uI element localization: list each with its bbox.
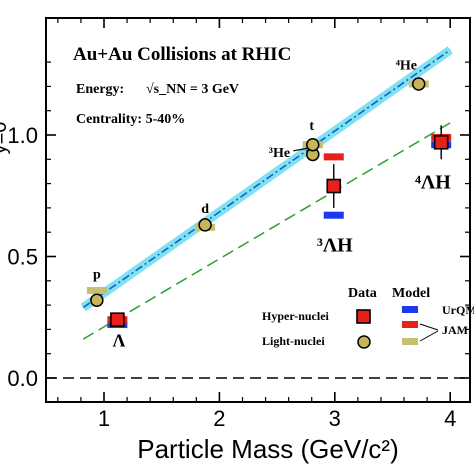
light-nuclei-point <box>411 77 426 91</box>
axis-ticks: 1 2 3 4 0.0 0.5 1.0 <box>7 18 470 431</box>
label-d: d <box>201 202 209 217</box>
y-tick-label: 0.0 <box>7 366 38 391</box>
energy-label: Energy: <box>76 82 124 97</box>
hyper-nuclei-point <box>110 312 125 327</box>
x-axis-label: Particle Mass (GeV/c²) <box>137 434 399 464</box>
chart-texts: Particle Mass (GeV/c²) y=0 Au+Au Collision… <box>0 44 451 464</box>
hyper-nuclei-point <box>433 134 449 150</box>
plot-frame <box>45 17 471 403</box>
legend-jam-red-swatch <box>402 321 418 328</box>
y-tick-label: 1.0 <box>7 123 38 148</box>
fit-light-line <box>82 49 451 309</box>
label-4lh: ⁴ΛH <box>415 171 451 193</box>
label-lambda: Λ <box>113 330 126 350</box>
x-tick-label: 4 <box>444 406 456 431</box>
y-axis-label: y=0 <box>0 122 11 155</box>
light-nuclei-point <box>90 293 104 307</box>
legend: Data Model Hyper-nuclei Light-nuclei UrQM JAM <box>262 286 474 349</box>
legend-light-marker <box>357 335 371 349</box>
x-tick-label: 1 <box>98 406 110 431</box>
legend-urqmd-swatch <box>402 306 418 313</box>
legend-model-header: Model <box>392 286 430 301</box>
chart-title: Au+Au Collisions at RHIC <box>73 44 291 65</box>
energy-value: √s_NN = 3 GeV <box>146 82 239 97</box>
legend-jam-bracket <box>419 323 439 342</box>
legend-urqmd-label: UrQM <box>442 303 474 317</box>
chart-marks <box>80 46 453 340</box>
label-p: p <box>93 267 101 282</box>
legend-jam-khaki-swatch <box>402 338 418 345</box>
y-tick-label: 0.5 <box>7 245 38 270</box>
centrality-label: Centrality: 5-40% <box>76 112 185 127</box>
label-3he-arrow <box>293 147 308 152</box>
label-3he: ³He <box>269 146 290 161</box>
legend-light-label: Light-nuclei <box>262 334 325 348</box>
jam-light-band <box>86 287 107 295</box>
legend-hyper-label: Hyper-nuclei <box>262 309 330 323</box>
x-tick-label: 2 <box>213 406 225 431</box>
x-tick-label: 3 <box>329 406 341 431</box>
label-4he: ⁴He <box>396 58 417 73</box>
label-t: t <box>309 119 314 134</box>
light-nuclei-point <box>198 218 212 232</box>
hyper-nuclei-point <box>326 178 342 194</box>
jam-hyper-band <box>323 153 344 161</box>
label-3lh: ³ΛH <box>317 235 353 257</box>
legend-hyper-marker <box>356 309 371 324</box>
light-nuclei-point <box>306 137 320 152</box>
legend-jam-label: JAM <box>442 323 468 337</box>
plot-area <box>45 17 471 403</box>
legend-data-header: Data <box>348 286 377 301</box>
urqmd-band <box>323 211 344 219</box>
